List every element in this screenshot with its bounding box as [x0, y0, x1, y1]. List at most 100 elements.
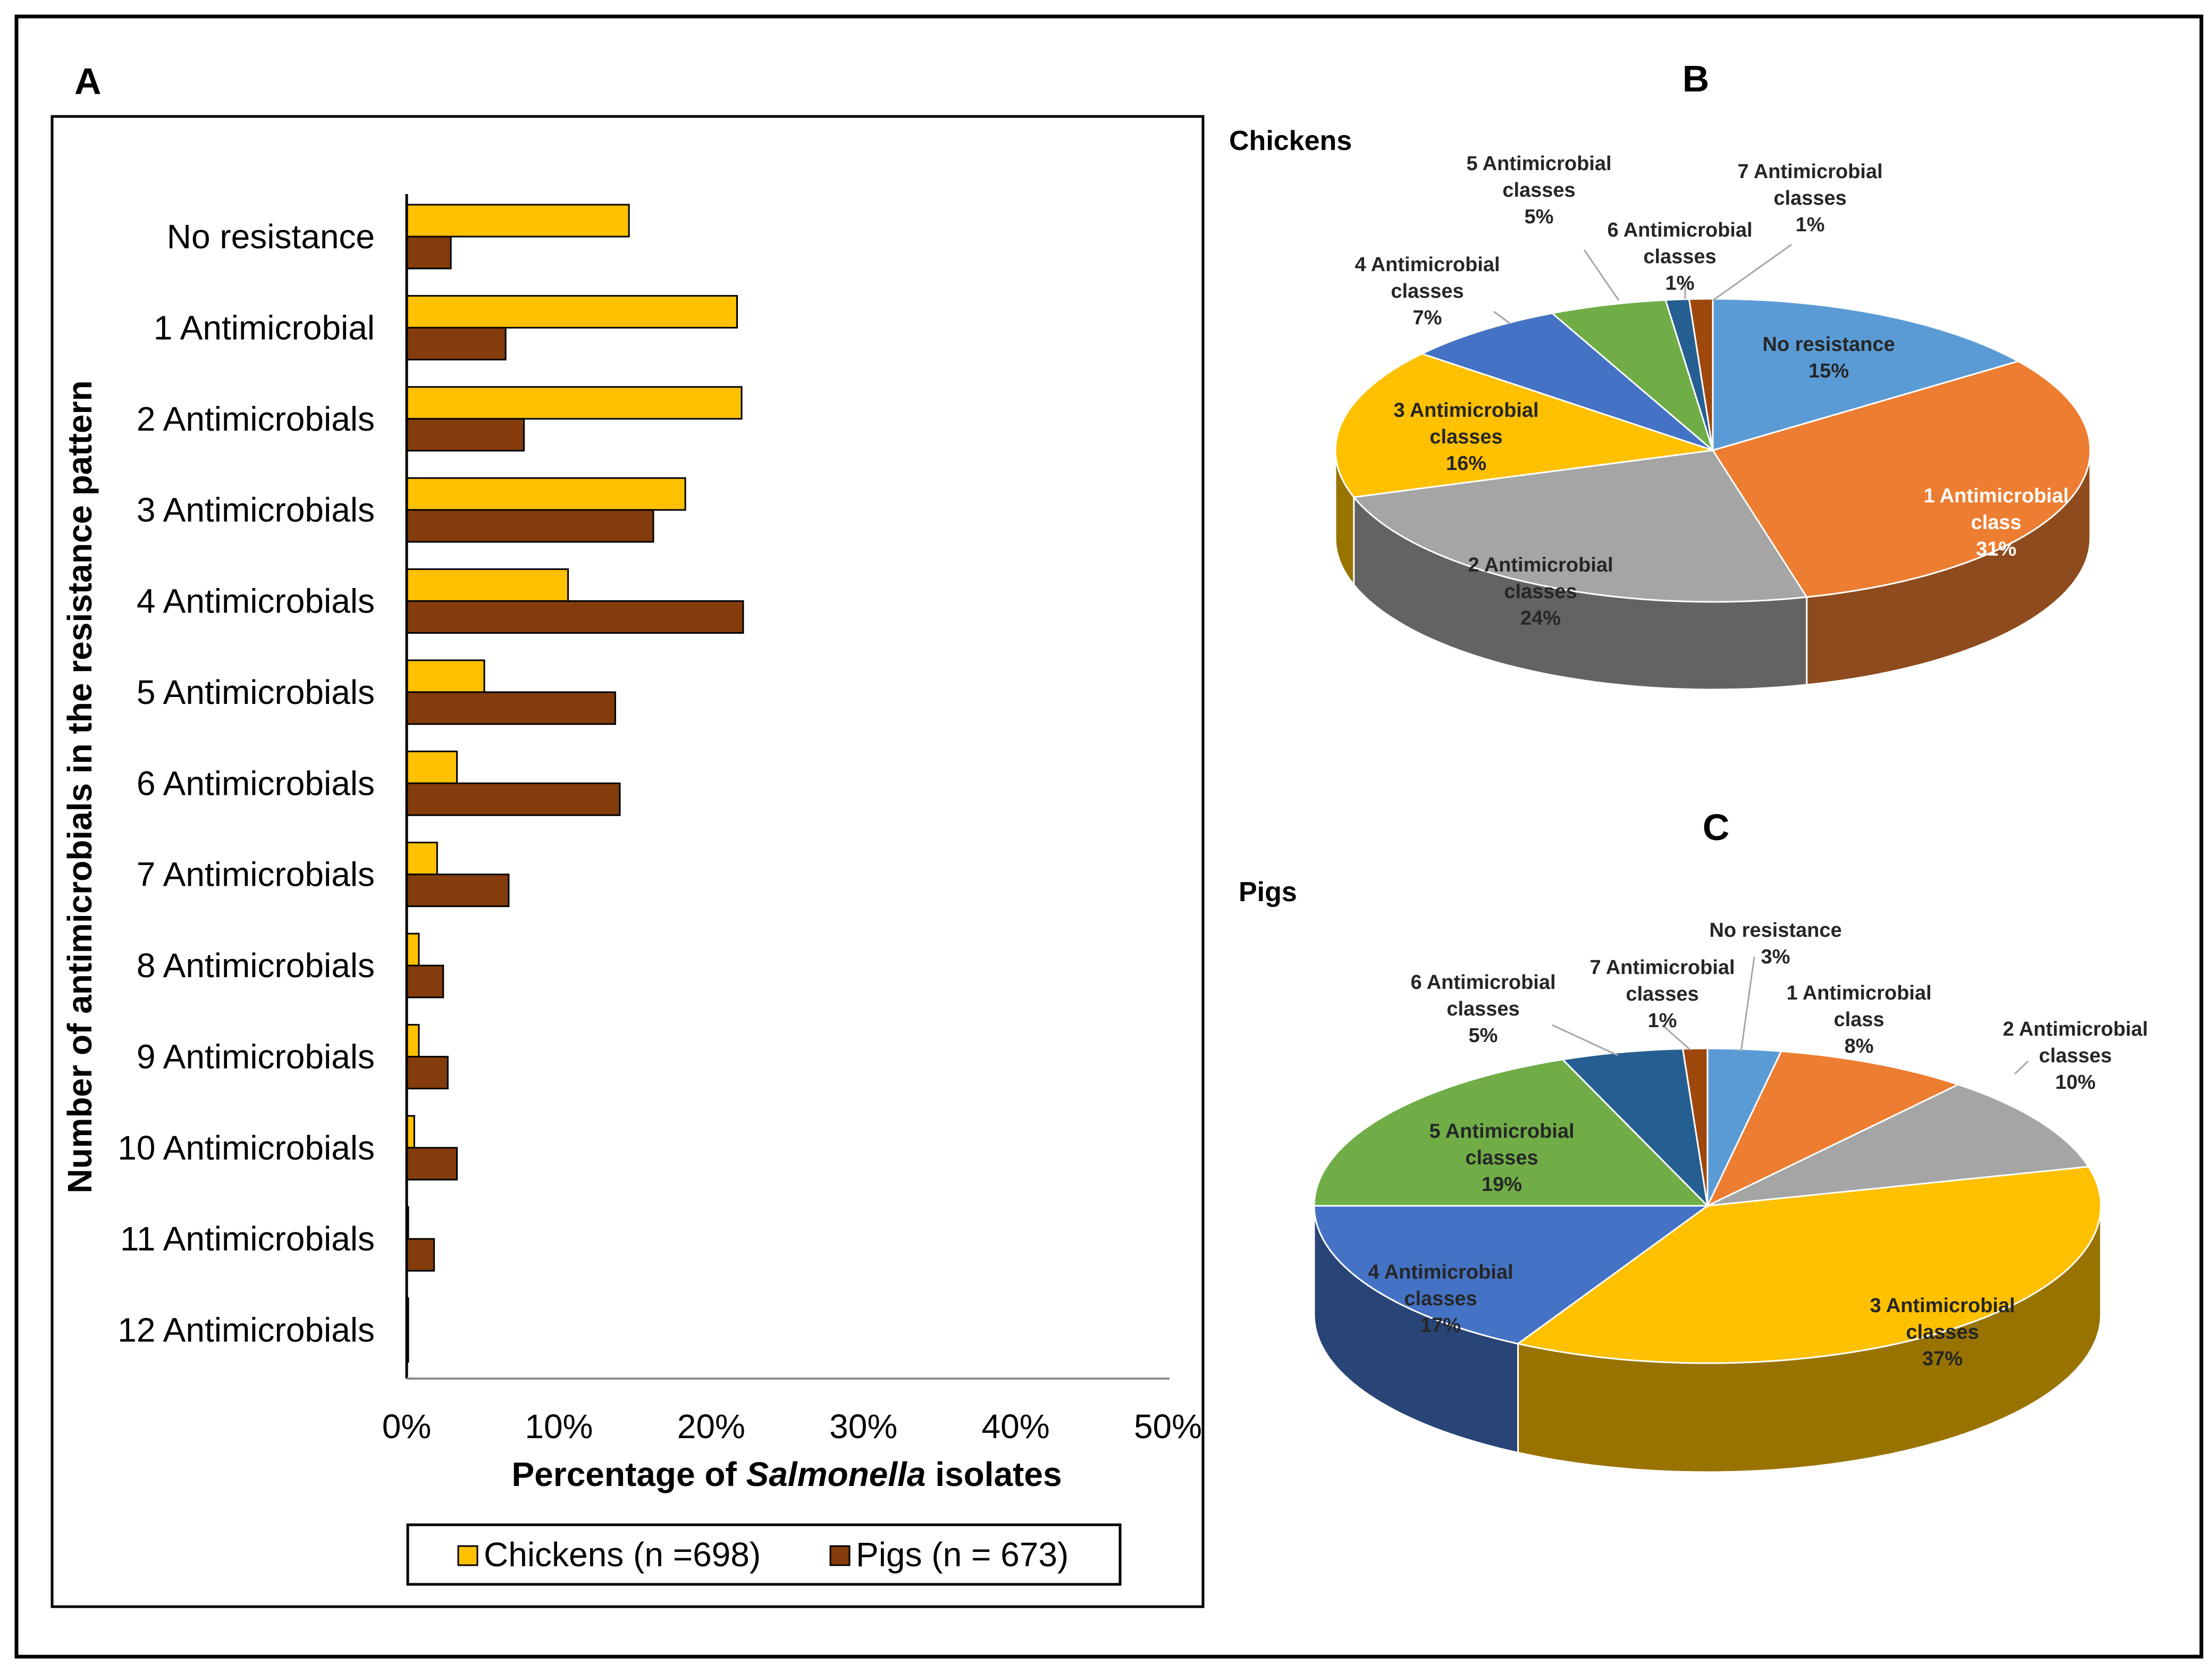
pie-2-label-0: No resistance 3%: [1709, 919, 1841, 968]
pie-2-label-5-line-2: 19%: [1482, 1173, 1522, 1196]
pie-2-label-6: 6 Antimicrobial classes 5%: [1410, 971, 1555, 1047]
category-label-8: 8 Antimicrobials: [137, 946, 375, 985]
pie-2-label-6-line-1: classes: [1446, 998, 1519, 1020]
pie-2-label-1-line-0: 1 Antimicrobial: [1786, 982, 1931, 1004]
legend: Chickens (n =698) Pigs (n = 673): [406, 1523, 1122, 1586]
category-label-6: 6 Antimicrobials: [137, 764, 375, 802]
y-axis-label: Number of antimicrobials in the resistan…: [61, 380, 99, 1193]
pie-2-label-4-line-0: 4 Antimicrobial: [1368, 1261, 1513, 1283]
bar-pigs-1: [406, 326, 507, 360]
pie-2-label-3-line-2: 37%: [1922, 1348, 1963, 1370]
pie-2-label-5-line-0: 5 Antimicrobial: [1429, 1120, 1574, 1143]
pie-1-label-1-line-2: 31%: [1976, 538, 2016, 560]
x-axis-label-suffix: isolates: [926, 1455, 1062, 1493]
bar-chickens-8: [406, 933, 420, 967]
x-axis-label-italic: Salmonella: [746, 1455, 926, 1493]
legend-pigs-swatch: [829, 1545, 851, 1566]
x-tick-2: 20%: [677, 1407, 745, 1446]
pie-1-label-7-line-2: 1%: [1796, 214, 1825, 236]
pie-2-label-5: 5 Antimicrobial classes 19%: [1429, 1120, 1574, 1196]
x-tick-1: 10%: [525, 1407, 593, 1446]
legend-chickens-label: Chickens (n =698): [484, 1535, 761, 1574]
pie-1-label-3-line-1: classes: [1429, 426, 1502, 448]
pie-2-slice-2: [1707, 1084, 2090, 1207]
pie-1-slice-2: [1352, 449, 1809, 603]
pie-2-leader-2: [2014, 1060, 2029, 1075]
pie-1-label-1-line-1: class: [1971, 511, 2021, 534]
pie-1-label-3: 3 Antimicrobial classes 16%: [1393, 399, 1538, 475]
pie-2-label-6-line-2: 5%: [1469, 1025, 1498, 1047]
panel-c-letter: C: [1703, 807, 1730, 848]
pie-1-slice-7: [1688, 298, 1714, 451]
panel-b-letter: B: [1683, 58, 1710, 99]
pie-2-label-7-line-2: 1%: [1648, 1010, 1677, 1032]
pie-1-label-6-line-1: classes: [1643, 246, 1716, 268]
pie-1-slice-5: [1550, 299, 1714, 453]
bar-pigs-2: [406, 418, 525, 452]
pie-2-label-4: 4 Antimicrobial classes 17%: [1368, 1261, 1513, 1337]
x-axis-label-prefix: Percentage of: [511, 1455, 746, 1493]
pie-chickens-slices: No resistance 15% 1 Antimicrobial class 31% 2…: [1334, 153, 2091, 691]
bar-pigs-6: [406, 782, 621, 816]
pie-1-label-4-line-1: classes: [1391, 280, 1464, 303]
bar-pigs-10: [406, 1147, 458, 1181]
pie-2-slice-6: [1561, 1048, 1709, 1208]
pie-2-label-1-line-1: class: [1833, 1009, 1884, 1031]
pie-1-label-2: 2 Antimicrobial classes 24%: [1468, 554, 1613, 629]
pie-1-label-1: 1 Antimicrobial class 31%: [1923, 485, 2068, 560]
pie-1-label-5-line-2: 5%: [1525, 206, 1554, 228]
pie-1-leader-5: [1583, 249, 1620, 301]
x-axis-label: Percentage of Salmonella isolates: [511, 1455, 1062, 1493]
bar-chickens-0: [406, 204, 630, 238]
bar-pigs-4: [406, 600, 744, 634]
bar-pigs-3: [406, 509, 654, 543]
pie-1-label-6-line-2: 1%: [1666, 272, 1695, 295]
bar-pigs-8: [406, 964, 444, 998]
pie-1-label-6: 6 Antimicrobial classes 1%: [1607, 219, 1752, 295]
category-label-2: 2 Antimicrobials: [137, 400, 375, 438]
pie-2-label-2-line-0: 2 Antimicrobial: [2003, 1018, 2148, 1040]
pie-2-label-7-line-0: 7 Antimicrobial: [1589, 956, 1735, 979]
pie-1-label-0-line-0: No resistance: [1762, 333, 1895, 356]
category-label-5: 5 Antimicrobials: [137, 673, 375, 711]
pie-2-label-2: 2 Antimicrobial classes 10%: [2003, 1018, 2148, 1094]
pie-2-slice-5: [1313, 1059, 1710, 1207]
pie-2-label-3-line-1: classes: [1906, 1321, 1979, 1343]
pie-2-label-0-line-1: 3%: [1761, 946, 1790, 968]
bar-chickens-2: [406, 386, 743, 420]
pie-1-label-5: 5 Antimicrobial classes 5%: [1466, 153, 1611, 228]
pie-1-leader-4: [1493, 310, 1510, 324]
pie-2-label-7-line-1: classes: [1626, 983, 1698, 1005]
pie-1-slice-4: [1419, 312, 1713, 451]
pie-2-label-2-line-1: classes: [2039, 1045, 2112, 1067]
category-label-10: 10 Antimicrobials: [117, 1129, 375, 1167]
pie-2-slice-3: [1516, 1165, 2102, 1364]
category-label-7: 7 Antimicrobials: [137, 855, 375, 894]
pie-2-leader-6: [1552, 1024, 1618, 1056]
pie-1-slice-1: [1711, 360, 2091, 598]
pie-1-slice-3: [1334, 352, 1713, 498]
pie-1-label-7-line-1: classes: [1773, 187, 1846, 209]
pie-2-label-4-line-1: classes: [1404, 1288, 1477, 1310]
bar-pigs-11: [406, 1238, 435, 1272]
pie-1-label-3-line-2: 16%: [1446, 452, 1486, 475]
pie-2-slice-1: [1705, 1050, 1961, 1208]
bar-chickens-4: [406, 568, 569, 602]
bar-pigs-7: [406, 874, 510, 908]
pie-2-label-3: 3 Antimicrobial classes 37%: [1870, 1295, 2015, 1370]
category-label-4: 4 Antimicrobials: [137, 582, 375, 620]
pie-2-label-6-line-0: 6 Antimicrobial: [1410, 971, 1555, 994]
category-label-0: No resistance: [167, 217, 375, 256]
bar-chickens-7: [406, 842, 438, 876]
pie-2-label-7: 7 Antimicrobial classes 1%: [1589, 956, 1735, 1032]
pie-2-label-0-line-0: No resistance: [1709, 919, 1841, 942]
category-label-12: 12 Antimicrobials: [117, 1311, 375, 1349]
bar-chart: No resistance 1 Antimicrobial 2 Antimicrob…: [61, 194, 1202, 1586]
pie-2-label-4-line-2: 17%: [1420, 1314, 1461, 1337]
pie-1-label-0-line-1: 15%: [1809, 360, 1849, 382]
pie-1-label-7: 7 Antimicrobial classes 1%: [1737, 161, 1882, 236]
pie-chart-chickens: Chickens No resistance 15% 1 Antimicrobial…: [1229, 125, 2091, 691]
pie-1-label-5-line-0: 5 Antimicrobial: [1466, 153, 1611, 175]
pie-2-slice-7: [1681, 1047, 1709, 1206]
category-labels: No resistance 1 Antimicrobial 2 Antimicrob…: [117, 217, 375, 1349]
